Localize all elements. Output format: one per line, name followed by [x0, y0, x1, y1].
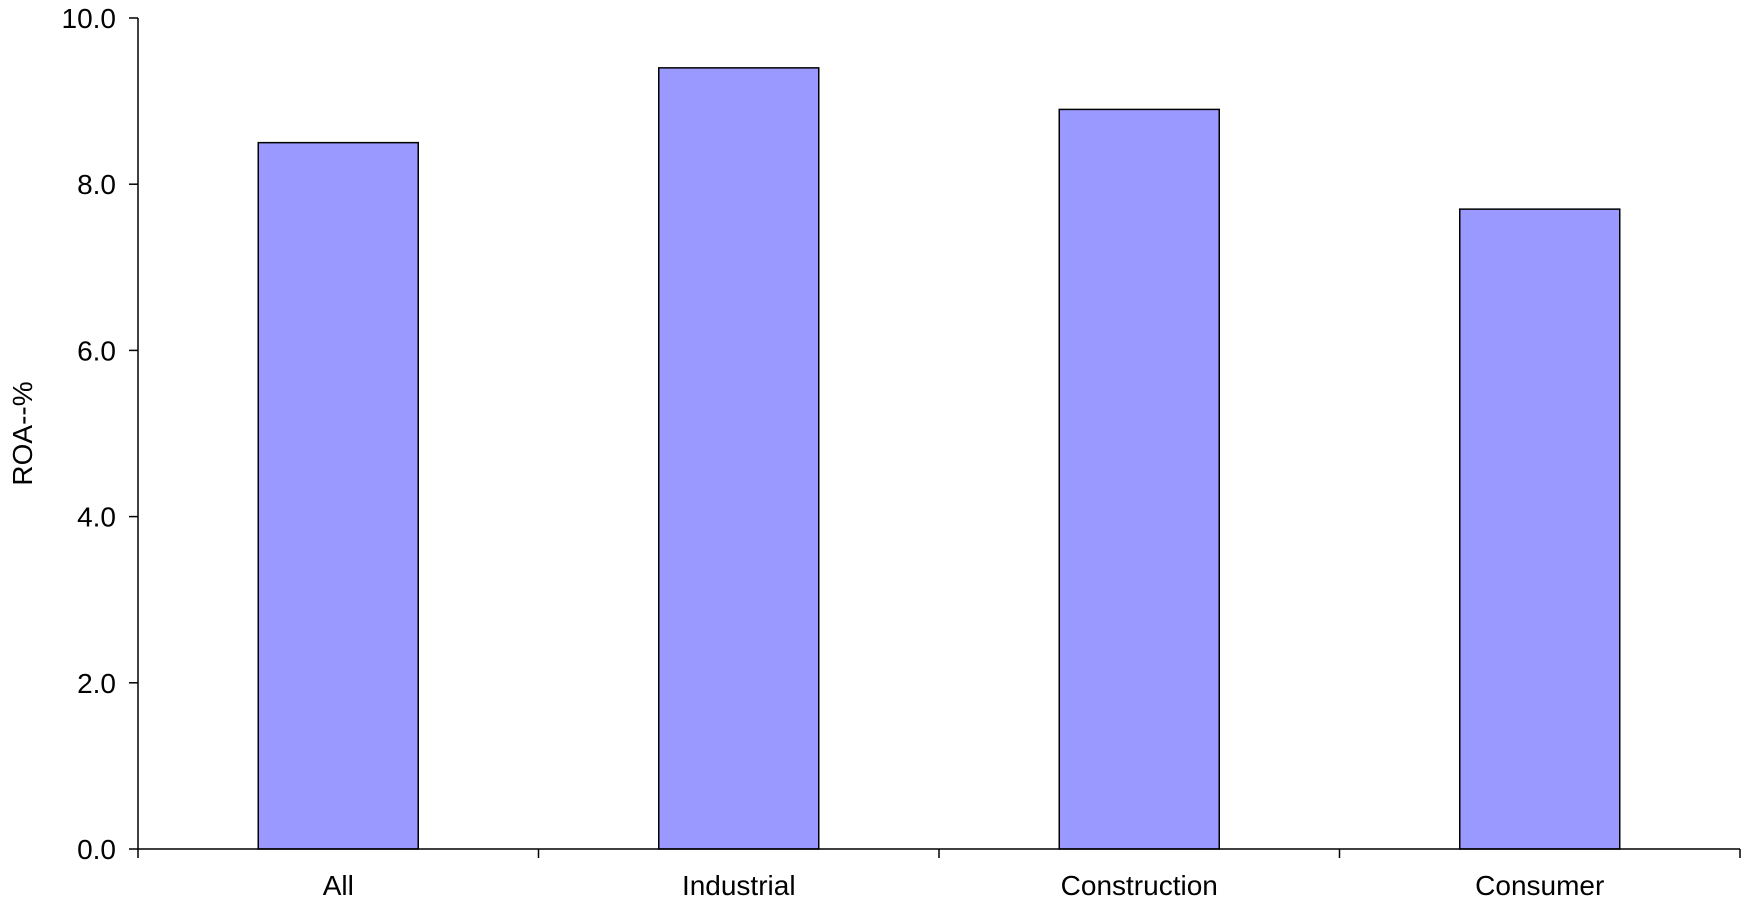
bar-consumer	[1459, 208, 1621, 850]
y-tick-label: 4.0	[77, 502, 116, 533]
x-tick-label: Construction	[1061, 870, 1218, 901]
x-ticks: All Industrial Construction Consumer	[137, 849, 1741, 901]
y-axis-title: ROA--%	[7, 381, 38, 485]
bar-industrial	[658, 67, 820, 850]
bars-layer	[257, 67, 1621, 850]
bar-construction	[1058, 108, 1220, 850]
y-tick-label: 8.0	[77, 169, 116, 200]
x-tick-label: Industrial	[682, 870, 796, 901]
y-ticks: 0.0 2.0 4.0 6.0 8.0 10.0	[62, 3, 138, 865]
x-tick-label: Consumer	[1475, 870, 1604, 901]
y-tick-label: 0.0	[77, 834, 116, 865]
y-tick-label: 2.0	[77, 668, 116, 699]
y-tick-label: 10.0	[62, 3, 117, 34]
bar-all	[257, 141, 419, 850]
x-tick-label: All	[323, 870, 354, 901]
y-tick-label: 6.0	[77, 335, 116, 366]
